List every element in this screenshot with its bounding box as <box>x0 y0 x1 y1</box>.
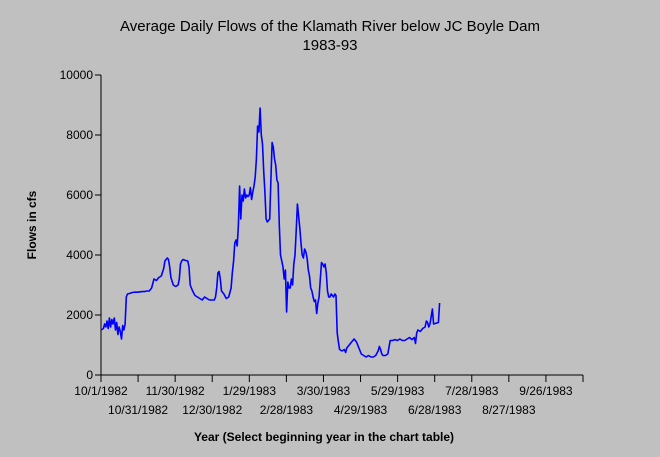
y-tick-label: 4000 <box>66 248 93 262</box>
y-tick-label: 0 <box>86 368 93 382</box>
plot-area <box>100 107 441 358</box>
x-tick-label: 9/26/1983 <box>519 384 573 398</box>
y-axis: 0 2000 4000 6000 8000 10000 <box>60 68 102 382</box>
y-tick-label: 2000 <box>66 308 93 322</box>
x-tick-label: 11/30/1982 <box>146 384 205 398</box>
x-tick-label: 10/1/1982 <box>74 384 128 398</box>
x-tick-label: 8/27/1983 <box>482 403 536 417</box>
series-line <box>100 107 441 358</box>
x-tick-label: 10/31/1982 <box>108 403 168 417</box>
x-tick-label: 1/29/1983 <box>223 384 277 398</box>
x-tick-label: 12/30/1982 <box>182 403 242 417</box>
x-tick-label: 6/28/1983 <box>408 403 462 417</box>
chart-title: Average Daily Flows of the Klamath River… <box>120 18 540 35</box>
y-tick-label: 10000 <box>60 68 94 82</box>
x-axis-label: Year (Select beginning year in the chart… <box>194 430 454 444</box>
x-tick-label: 3/30/1983 <box>297 384 351 398</box>
x-tick-label: 7/28/1983 <box>445 384 499 398</box>
y-axis-label: Flows in cfs <box>25 190 39 259</box>
y-tick-label: 8000 <box>66 128 93 142</box>
chart-subtitle: 1983-93 <box>302 37 357 54</box>
x-tick-label: 5/29/1983 <box>371 384 425 398</box>
x-tick-label: 2/28/1983 <box>260 403 314 417</box>
y-tick-label: 6000 <box>66 188 93 202</box>
x-tick-label: 4/29/1983 <box>334 403 388 417</box>
x-axis: 10/1/1982 10/31/1982 11/30/1982 12/30/1982 1… <box>74 374 584 417</box>
